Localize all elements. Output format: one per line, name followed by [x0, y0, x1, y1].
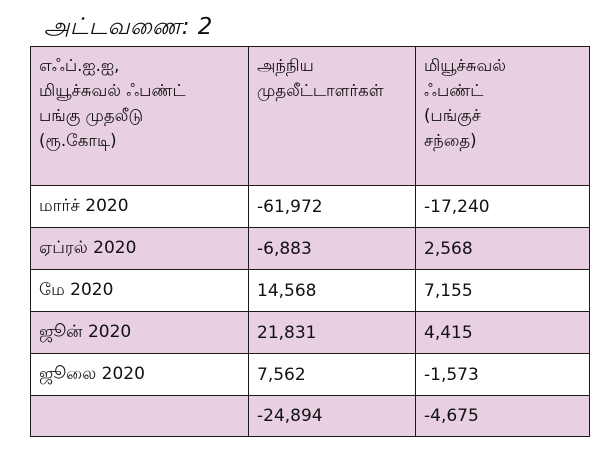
table-row: மே 2020 14,568 7,155 [30, 269, 590, 312]
investment-table: எஃப்.ஐ.ஐ, மியூச்சுவல் ஃபண்ட் பங்கு முதலீ… [30, 46, 590, 437]
header-line: (ரூ.கோடி) [39, 131, 117, 150]
total-label-cell [30, 395, 249, 437]
header-line: மியூச்சுவல் ஃபண்ட் [39, 81, 186, 100]
header-cell-mutual-fund: மியூச்சுவல் ஃபண்ட் (பங்குச் சந்தை) [415, 46, 590, 186]
foreign-value-cell: 7,562 [248, 353, 416, 396]
total-foreign-cell: -24,894 [248, 395, 416, 437]
header-line: மியூச்சுவல் [424, 56, 506, 75]
header-line: சந்தை) [424, 131, 477, 150]
header-line: ஃபண்ட் [424, 81, 484, 100]
header-cell-category: எஃப்.ஐ.ஐ, மியூச்சுவல் ஃபண்ட் பங்கு முதலீ… [30, 46, 249, 186]
month-cell: ஜூன் 2020 [30, 311, 249, 354]
month-cell: மே 2020 [30, 269, 249, 312]
total-mutual-cell: -4,675 [415, 395, 590, 437]
mutual-value-cell: 7,155 [415, 269, 590, 312]
month-cell: மார்ச் 2020 [30, 185, 249, 228]
table-row: ஏப்ரல் 2020 -6,883 2,568 [30, 227, 590, 270]
header-line: பங்கு முதலீடு [39, 106, 144, 125]
header-line: (பங்குச் [424, 106, 481, 125]
foreign-value-cell: 21,831 [248, 311, 416, 354]
mutual-value-cell: 4,415 [415, 311, 590, 354]
foreign-value-cell: -6,883 [248, 227, 416, 270]
foreign-value-cell: 14,568 [248, 269, 416, 312]
month-cell: ஜூலை 2020 [30, 353, 249, 396]
header-cell-foreign-investors: அந்நிய முதலீட்டாளர்கள் [248, 46, 416, 186]
table-row: ஜூலை 2020 7,562 -1,573 [30, 353, 590, 396]
table-row: ஜூன் 2020 21,831 4,415 [30, 311, 590, 354]
header-line: எஃப்.ஐ.ஐ, [39, 56, 120, 75]
header-row: எஃப்.ஐ.ஐ, மியூச்சுவல் ஃபண்ட் பங்கு முதலீ… [30, 46, 590, 186]
total-row: -24,894 -4,675 [30, 395, 590, 437]
header-line: முதலீட்டாளர்கள் [257, 81, 384, 100]
header-line: அந்நிய [257, 56, 314, 75]
table-caption: அட்டவணை: 2 [44, 14, 213, 40]
foreign-value-cell: -61,972 [248, 185, 416, 228]
mutual-value-cell: 2,568 [415, 227, 590, 270]
mutual-value-cell: -1,573 [415, 353, 590, 396]
table-row: மார்ச் 2020 -61,972 -17,240 [30, 185, 590, 228]
month-cell: ஏப்ரல் 2020 [30, 227, 249, 270]
mutual-value-cell: -17,240 [415, 185, 590, 228]
